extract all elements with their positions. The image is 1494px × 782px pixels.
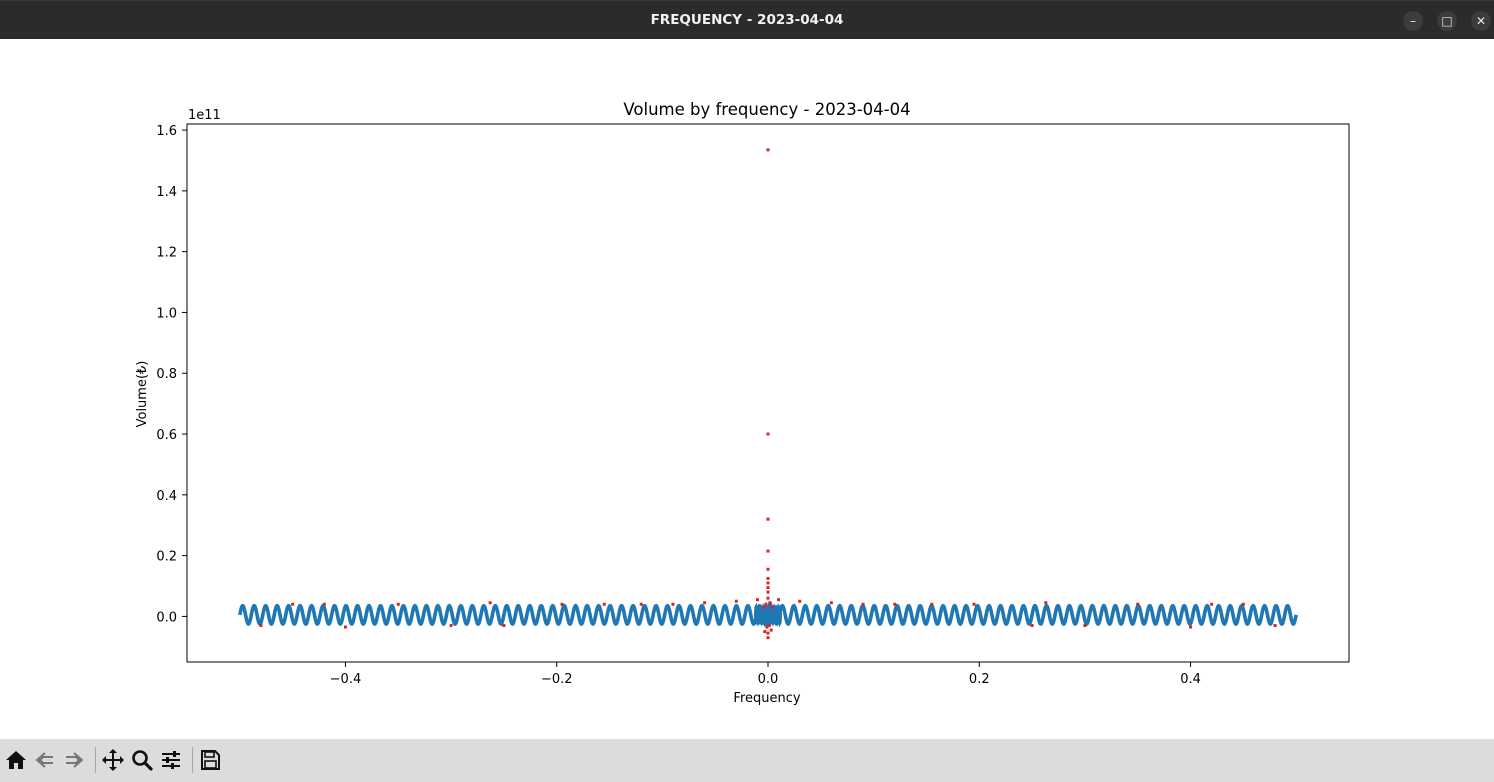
y-tick-label: 1.6 [156, 124, 177, 139]
minimize-button[interactable]: – [1403, 11, 1423, 31]
series-red-point [1136, 602, 1140, 606]
zoom-icon [132, 750, 153, 771]
series-red-point [930, 602, 934, 606]
zoom-button[interactable] [129, 747, 155, 773]
series-red-point [777, 598, 781, 602]
series-red-point [893, 602, 897, 606]
series-red-point [766, 586, 770, 590]
series-red-point [502, 624, 506, 628]
series-red-point [766, 549, 770, 553]
series-red-point [766, 517, 770, 521]
pan-icon [102, 749, 124, 771]
series-red-point [396, 602, 400, 606]
navigation-toolbar [0, 739, 1494, 782]
y-tick-label: 0.2 [156, 550, 177, 565]
window-titlebar: FREQUENCY - 2023-04-04 – □ ✕ [0, 0, 1494, 39]
window-title: FREQUENCY - 2023-04-04 [650, 12, 844, 28]
forward-icon [66, 752, 84, 768]
series-red-point [1273, 624, 1277, 628]
toolbar-separator [95, 747, 96, 773]
y-tick-label: 0.6 [156, 428, 177, 443]
series-red-point [639, 602, 643, 606]
series-red-point [1189, 625, 1193, 629]
series-red-point [734, 599, 738, 603]
series-red-point [488, 601, 492, 605]
y-tick-label: 0.0 [156, 610, 177, 625]
series-red-point [765, 625, 769, 629]
x-axis: −0.4 −0.2 0.0 0.2 0.4 [330, 662, 1201, 687]
series-red-point [259, 624, 263, 628]
series-red-point [755, 598, 759, 602]
series-red-point [766, 631, 770, 635]
x-tick-label: −0.4 [330, 672, 362, 687]
series-red-point [322, 602, 326, 606]
series-red-point [769, 628, 773, 632]
series-red-point [343, 625, 347, 629]
series-red-point [766, 567, 770, 571]
series-red-point [766, 636, 770, 640]
maximize-button[interactable]: □ [1437, 11, 1457, 31]
series-red-point [972, 602, 976, 606]
series-red-point [560, 602, 564, 606]
y-axis-label: Volume(₺) [135, 361, 150, 428]
x-tick-label: 0.0 [758, 672, 779, 687]
y-offset-label: 1e11 [188, 108, 221, 123]
series-red-point [449, 624, 453, 628]
x-tick-label: 0.4 [1180, 672, 1201, 687]
series-blue [238, 601, 1298, 629]
y-axis: 0.0 0.2 0.4 0.6 0.8 1.0 1.2 1.4 1.6 [156, 124, 187, 625]
series-red-point [829, 601, 833, 605]
y-tick-label: 0.4 [156, 489, 177, 504]
series-red-point [1210, 602, 1214, 606]
pan-button[interactable] [100, 747, 126, 773]
series-red [259, 148, 1277, 640]
figure-canvas[interactable]: Volume by frequency - 2023-04-04 1e11 −0… [0, 39, 1494, 739]
series-red-point [766, 576, 770, 580]
save-icon [201, 750, 220, 770]
x-tick-label: 0.2 [969, 672, 990, 687]
x-tick-label: −0.2 [541, 672, 573, 687]
series-red-point [1030, 624, 1034, 628]
chart-title: Volume by frequency - 2023-04-04 [623, 100, 910, 119]
series-red-point [798, 599, 802, 603]
series-red-point [1241, 602, 1245, 606]
y-tick-label: 0.8 [156, 367, 177, 382]
series-red-point [770, 605, 774, 609]
series-red-point [766, 581, 770, 585]
series-red-point [1044, 601, 1048, 605]
home-icon [6, 751, 26, 769]
back-icon [35, 752, 53, 768]
series-red-point [671, 602, 675, 606]
configure-icon [162, 751, 180, 769]
save-button[interactable] [197, 747, 223, 773]
plot-frame [186, 123, 1350, 663]
toolbar-separator [192, 747, 193, 773]
series-red-point [291, 602, 295, 606]
series-blue-center [753, 601, 783, 629]
series-red-point [703, 601, 707, 605]
x-axis-label: Frequency [733, 691, 800, 706]
series-red-point [763, 630, 767, 634]
series-red-point [602, 602, 606, 606]
home-button[interactable] [3, 747, 29, 773]
forward-button[interactable] [61, 747, 87, 773]
series-red-point [762, 605, 766, 609]
series-red-point [1083, 624, 1087, 628]
series-red-point [768, 601, 772, 605]
series-red-point [767, 624, 771, 628]
scatter-chart: Volume by frequency - 2023-04-04 1e11 −0… [135, 100, 1350, 706]
y-tick-label: 1.4 [156, 185, 177, 200]
series-red-point [766, 432, 770, 436]
y-tick-label: 1.0 [156, 306, 177, 321]
series-red-point [766, 596, 770, 600]
series-red-point [861, 602, 865, 606]
back-button[interactable] [32, 747, 58, 773]
series-red-point [764, 602, 768, 606]
series-red-point [766, 148, 770, 152]
plot-area [238, 148, 1298, 640]
y-tick-label: 1.2 [156, 246, 177, 261]
close-button[interactable]: ✕ [1471, 11, 1491, 31]
configure-subplots-button[interactable] [158, 747, 184, 773]
series-red-point [766, 590, 770, 594]
